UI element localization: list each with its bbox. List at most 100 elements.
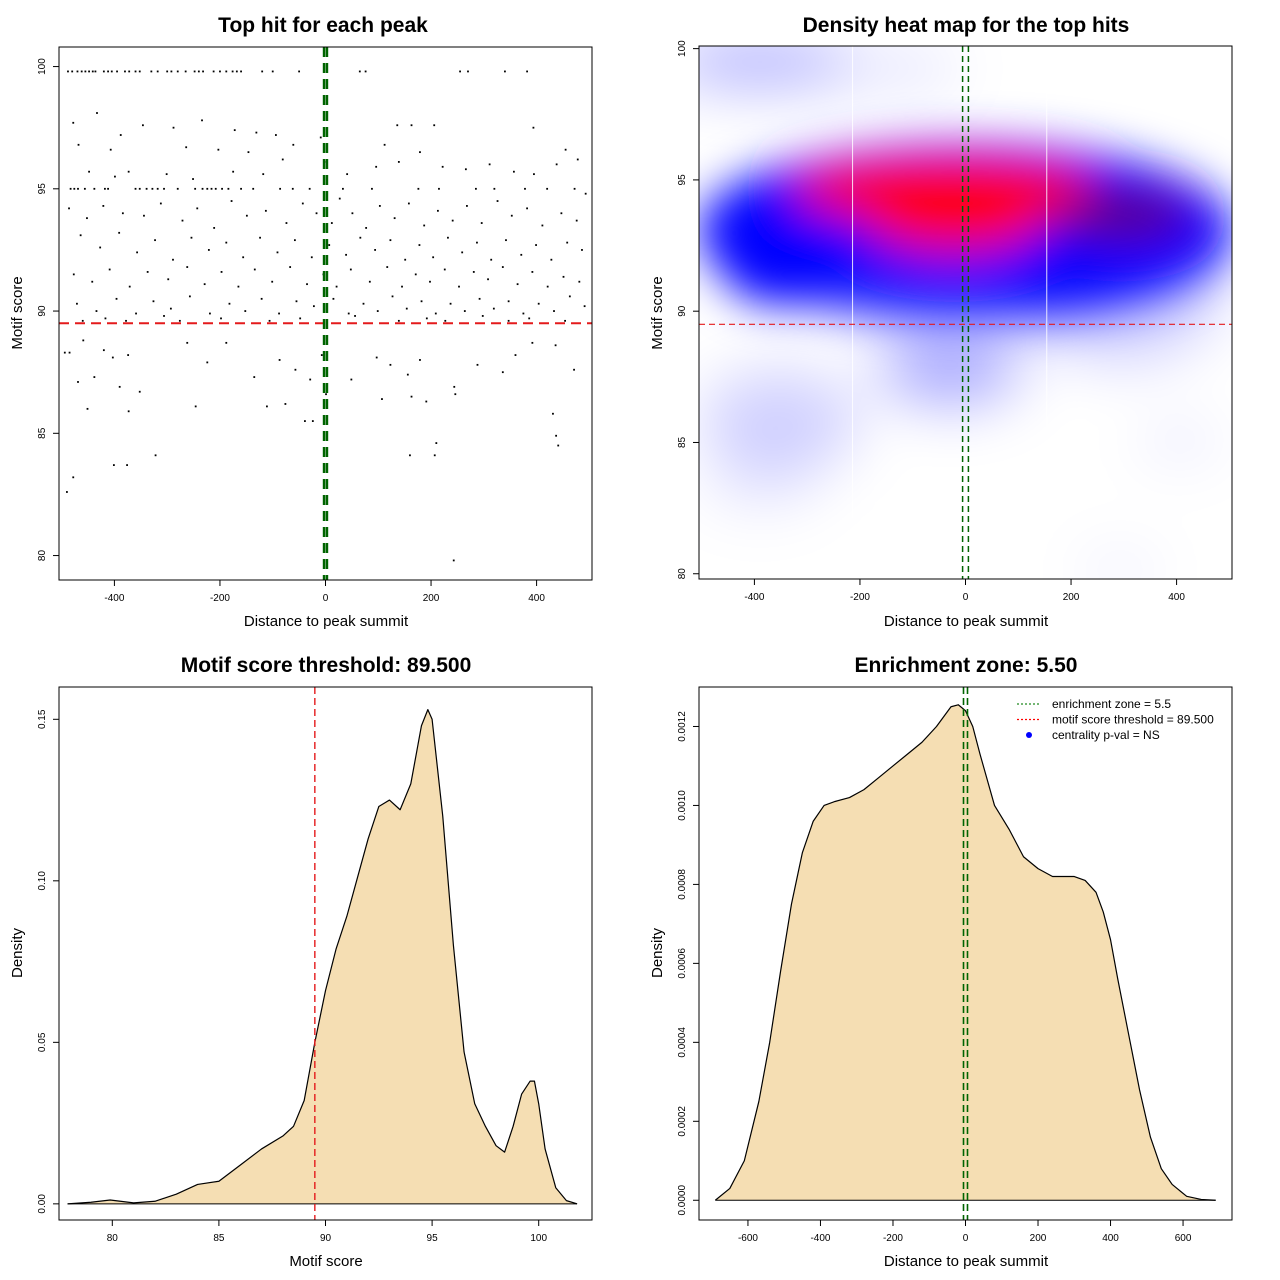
scatter-point — [533, 173, 535, 176]
scatter-point — [490, 258, 493, 261]
score-density-plot-area — [67, 687, 578, 1220]
score-density-x-tick-label: 95 — [427, 1233, 439, 1244]
scatter-point — [285, 222, 288, 224]
scatter-point — [127, 170, 130, 173]
scatter-point — [134, 70, 137, 73]
score-density-x-tick-label: 100 — [530, 1233, 547, 1244]
scatter-point — [213, 227, 216, 229]
scatter-point — [410, 395, 413, 398]
scatter-point — [203, 283, 206, 286]
scatter-point — [478, 297, 481, 300]
scatter-point — [228, 302, 231, 305]
distance-density-density-curve — [714, 704, 1216, 1201]
scatter-point — [358, 70, 361, 73]
scatter-point — [410, 124, 413, 127]
scatter-x-tick-label: -200 — [210, 593, 230, 604]
scatter-point — [108, 268, 111, 271]
scatter-point — [126, 464, 128, 466]
scatter-point — [310, 256, 313, 259]
scatter-point — [253, 268, 256, 271]
distance-density-y-tick-label: 0.0010 — [677, 790, 688, 821]
scatter-point — [299, 317, 302, 320]
scatter-point — [166, 70, 169, 73]
scatter-point — [504, 70, 506, 73]
heatmap-panel: Density heat map for the top hits Distan… — [649, 14, 1233, 630]
score-density-y-tick-label: 0.00 — [37, 1194, 48, 1214]
scatter-point — [453, 385, 456, 388]
scatter-point — [298, 70, 301, 73]
scatter-point — [172, 126, 175, 129]
scatter-point — [452, 559, 455, 562]
scatter-point — [156, 70, 159, 73]
scatter-point — [146, 271, 149, 273]
scatter-y-tick-label: 90 — [37, 305, 48, 317]
scatter-point — [535, 244, 537, 246]
score-density-x-tick-label: 85 — [213, 1233, 225, 1244]
score-density-ylabel: Density — [9, 927, 26, 978]
scatter-point — [172, 258, 174, 261]
scatter-point — [507, 300, 510, 303]
scatter-point — [284, 403, 287, 405]
scatter-point — [365, 227, 368, 229]
scatter-point — [219, 70, 221, 73]
scatter-point — [102, 349, 105, 352]
scatter-point — [193, 70, 196, 73]
scatter-point — [359, 236, 362, 239]
scatter-point — [338, 197, 341, 200]
scatter-point — [576, 158, 579, 161]
scatter-point — [225, 241, 228, 244]
scatter-point — [107, 70, 109, 73]
scatter-point — [419, 151, 421, 154]
scatter-point — [159, 202, 162, 205]
scatter-point — [467, 70, 469, 73]
scatter-point — [247, 151, 250, 154]
scatter-point — [414, 273, 417, 276]
scatter-point — [291, 187, 294, 190]
scatter-point — [397, 161, 400, 163]
scatter-point — [575, 219, 578, 222]
distance-density-x-tick-label: 0 — [963, 1233, 969, 1244]
scatter-point — [151, 187, 154, 190]
legend: enrichment zone = 5.5 motif score thresho… — [1017, 697, 1214, 742]
scatter-point — [295, 300, 298, 303]
scatter-point — [134, 187, 137, 190]
scatter-point — [128, 285, 131, 288]
scatter-point — [88, 70, 90, 73]
legend-label: motif score threshold = 89.500 — [1052, 713, 1214, 727]
scatter-xlabel: Distance to peak summit — [244, 613, 409, 630]
scatter-point — [464, 168, 467, 171]
scatter-point — [210, 187, 213, 190]
scatter-point — [311, 420, 314, 422]
scatter-point — [386, 266, 389, 268]
scatter-point — [232, 170, 235, 173]
scatter-point — [397, 319, 400, 322]
scatter-point — [581, 249, 583, 251]
scatter-point — [184, 70, 187, 73]
scatter-point — [492, 307, 495, 310]
heatmap-x-tick-label: 200 — [1063, 592, 1080, 603]
scatter-point — [405, 307, 408, 310]
heatmap-frame — [698, 45, 1233, 580]
scatter-point — [271, 70, 274, 73]
scatter-point — [531, 271, 534, 273]
scatter-point — [80, 70, 83, 73]
scatter-point — [466, 205, 468, 207]
scatter-point — [350, 378, 353, 381]
legend-label: centrality p-val = NS — [1052, 728, 1160, 742]
scatter-point — [320, 354, 323, 356]
scatter-point — [524, 187, 526, 190]
scatter-point — [526, 207, 528, 210]
scatter-point — [82, 339, 85, 342]
scatter-point — [138, 390, 141, 393]
scatter-point — [114, 175, 116, 178]
heatmap-x-tick-label: -200 — [850, 592, 870, 603]
scatter-point — [128, 70, 131, 73]
scatter-point — [63, 351, 66, 354]
scatter-point — [342, 187, 344, 190]
scatter-point — [209, 312, 211, 315]
scatter-point — [476, 241, 478, 244]
scatter-point — [463, 310, 466, 312]
heatmap-y-tick-label: 85 — [677, 436, 688, 448]
scatter-point — [225, 70, 228, 73]
